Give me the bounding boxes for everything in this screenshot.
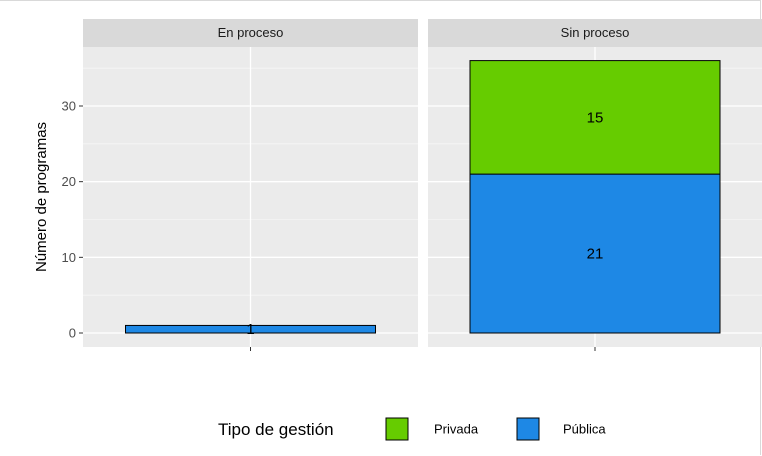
y-tick-label: 0 — [69, 326, 76, 341]
y-tick-label: 10 — [62, 250, 76, 265]
facet-2-strip-label: Sin proceso — [561, 25, 630, 40]
data-label-publica-facet-2: 21 — [587, 246, 604, 263]
legend-label-publica: Pública — [563, 422, 606, 437]
bar-privada-facet-2 — [469, 60, 721, 175]
bar-publica-facet-1 — [125, 324, 376, 334]
facet-1-strip — [83, 19, 418, 47]
y-tick-label: 20 — [62, 174, 76, 189]
data-label-privada-facet-2: 15 — [587, 109, 604, 126]
legend-key-publica — [516, 417, 540, 441]
y-axis-title: Número de programas — [33, 122, 50, 272]
legend-key-privada — [385, 417, 409, 441]
data-label-publica-facet-1: 1 — [246, 321, 254, 338]
facet-2-strip — [428, 19, 762, 47]
legend-label-privada: Privada — [434, 422, 479, 437]
legend-title: Tipo de gestión — [218, 420, 334, 439]
bar-publica-facet-2 — [469, 173, 721, 334]
facet-1-strip-label: En proceso — [218, 25, 284, 40]
y-tick-label: 30 — [62, 99, 76, 114]
